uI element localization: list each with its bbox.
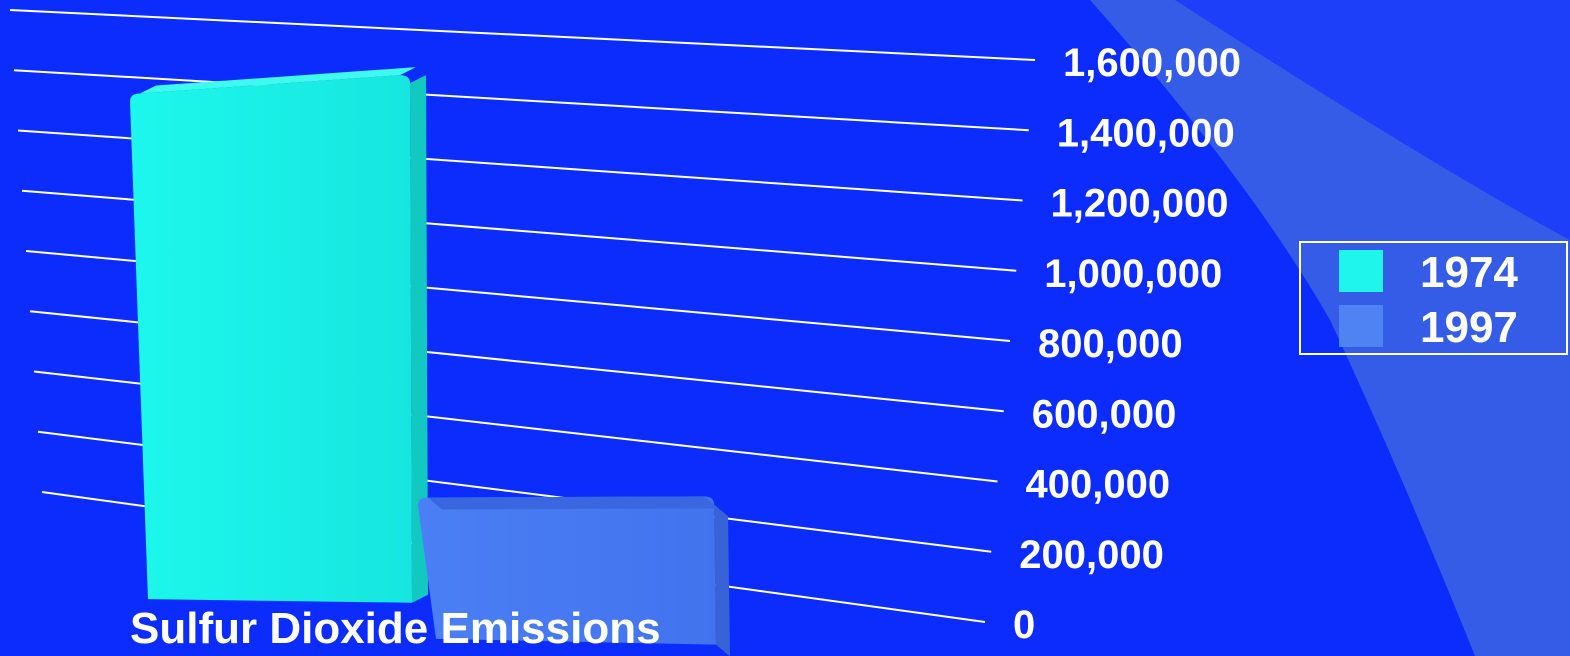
y-tick-label: 800,000 xyxy=(1038,322,1183,366)
y-tick-label: 1,600,000 xyxy=(1063,41,1241,85)
y-tick-label: 1,000,000 xyxy=(1044,252,1222,296)
y-tick-label: 0 xyxy=(1013,603,1035,647)
y-tick-label: 1,400,000 xyxy=(1057,111,1235,155)
y-tick-label: 400,000 xyxy=(1026,463,1171,507)
legend-swatch-1974 xyxy=(1339,250,1383,292)
legend-label-1997: 1997 xyxy=(1420,303,1518,352)
gridline xyxy=(10,10,1035,60)
y-axis-tick-labels: 0 200,000 400,000 600,000 800,000 1,000,000 1,… xyxy=(1013,41,1241,647)
bar-1974 xyxy=(130,75,412,603)
y-tick-label: 200,000 xyxy=(1019,533,1164,577)
bar-top-1997 xyxy=(428,496,718,509)
x-axis-label: Sulfur Dioxide Emissions xyxy=(130,604,661,653)
legend-label-1974: 1974 xyxy=(1420,248,1518,297)
legend-swatch-1997 xyxy=(1339,305,1383,347)
bar-side-1997 xyxy=(714,504,730,656)
bars xyxy=(130,67,730,656)
y-tick-label: 1,200,000 xyxy=(1051,182,1229,226)
y-tick-label: 600,000 xyxy=(1032,392,1177,436)
